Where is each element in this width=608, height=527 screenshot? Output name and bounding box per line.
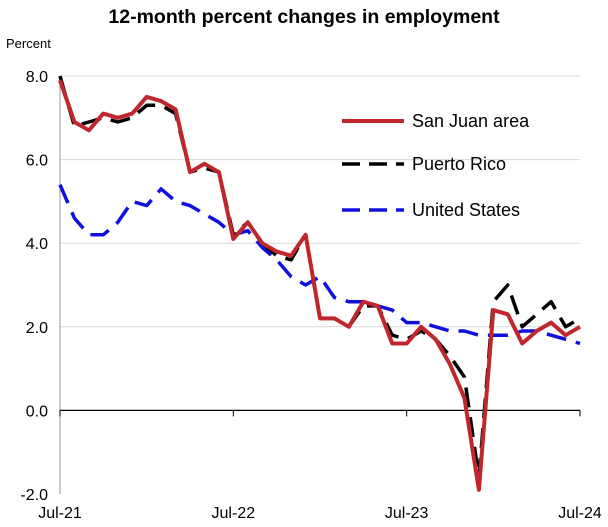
legend: San Juan area Puerto Rico United States <box>342 111 530 220</box>
y-tick-label: -2.0 <box>20 487 48 504</box>
x-tick-label: Jul-23 <box>385 505 429 522</box>
x-tick-labels: Jul-21 Jul-22 Jul-23 Jul-24 <box>38 505 602 522</box>
legend-label-san-juan-area: San Juan area <box>412 111 530 131</box>
x-tick-label: Jul-21 <box>38 505 82 522</box>
legend-label-united-states: United States <box>412 200 520 220</box>
gridlines <box>60 75 580 328</box>
legend-label-puerto-rico: Puerto Rico <box>412 154 506 174</box>
y-tick-label: 4.0 <box>26 236 48 253</box>
series-line-san-juan-area <box>58 79 582 492</box>
y-tick-label: 2.0 <box>26 320 48 337</box>
y-tick-label: 0.0 <box>26 403 48 420</box>
y-tick-labels: 8.0 6.0 4.0 2.0 0.0 -2.0 <box>20 69 48 504</box>
series-line-united-states <box>58 184 581 346</box>
y-tick-label: 8.0 <box>26 69 48 86</box>
series-line-puerto-rico <box>58 75 581 480</box>
chart-title: 12-month percent changes in employment <box>108 6 500 28</box>
x-tick-label: Jul-22 <box>212 505 256 522</box>
series-lines <box>58 75 582 492</box>
x-tick-label: Jul-24 <box>558 505 602 522</box>
axes <box>59 76 581 494</box>
y-axis-unit-label: Percent <box>6 36 51 51</box>
y-tick-label: 6.0 <box>26 153 48 170</box>
